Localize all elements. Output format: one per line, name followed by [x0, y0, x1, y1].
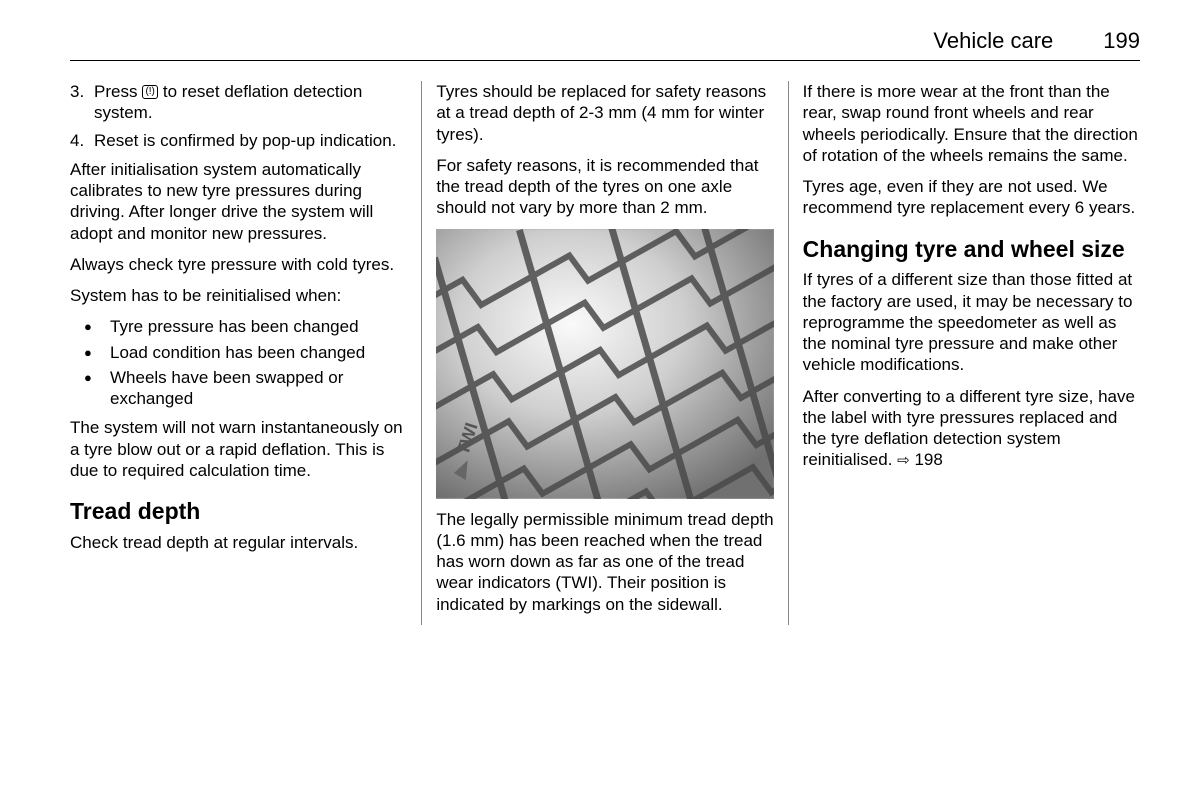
reinit-bullets: Tyre pressure has been changed Load cond…	[70, 316, 407, 409]
step-4-text: Reset is confirmed by pop-up indication.	[94, 131, 396, 150]
paragraph-axle-variance: For safety reasons, it is recommended th…	[436, 155, 773, 219]
column-3: If there is more wear at the front than …	[789, 81, 1140, 625]
heading-tread-depth: Tread depth	[70, 497, 407, 526]
column-1: 3. Press (!) to reset deflation detectio…	[70, 81, 421, 625]
numbered-steps: 3. Press (!) to reset deflation detectio…	[70, 81, 407, 151]
step-4-number: 4.	[70, 130, 84, 151]
converting-text: After converting to a different tyre siz…	[803, 387, 1135, 470]
step-3-number: 3.	[70, 81, 84, 102]
bullet-load-changed: Load condition has been changed	[110, 342, 407, 363]
paragraph-different-size: If tyres of a different size than those …	[803, 269, 1140, 375]
page-container: Vehicle care 199 3. Press (!) to reset d…	[0, 0, 1200, 655]
tyre-svg: TWI	[436, 229, 773, 499]
paragraph-twi: The legally permissible minimum tread de…	[436, 509, 773, 615]
cross-reference-icon: ⇨	[897, 452, 910, 471]
content-columns: 3. Press (!) to reset deflation detectio…	[70, 81, 1140, 625]
column-2: Tyres should be replaced for safety reas…	[422, 81, 787, 625]
step-3-text-prefix: Press	[94, 82, 142, 101]
bullet-pressure-changed: Tyre pressure has been changed	[110, 316, 407, 337]
paragraph-tyre-age: Tyres age, even if they are not used. We…	[803, 176, 1140, 219]
paragraph-swap-wheels: If there is more wear at the front than …	[803, 81, 1140, 166]
bullet-wheels-swapped: Wheels have been swapped or exchanged	[110, 367, 407, 410]
paragraph-after-converting: After converting to a different tyre siz…	[803, 386, 1140, 472]
cross-reference-page: 198	[914, 450, 942, 469]
paragraph-warning-delay: The system will not warn instantaneously…	[70, 417, 407, 481]
step-4: 4. Reset is confirmed by pop-up indicati…	[94, 130, 407, 151]
page-header: Vehicle care 199	[70, 28, 1140, 61]
paragraph-cold-tyres: Always check tyre pressure with cold tyr…	[70, 254, 407, 275]
section-title: Vehicle care	[933, 28, 1053, 54]
tyre-pressure-icon: (!)	[142, 85, 158, 99]
paragraph-check-tread: Check tread depth at regular intervals.	[70, 532, 407, 553]
paragraph-reinit: System has to be reinitialised when:	[70, 285, 407, 306]
paragraph-replace-depth: Tyres should be replaced for safety reas…	[436, 81, 773, 145]
paragraph-calibration: After initialisation system automaticall…	[70, 159, 407, 244]
tyre-tread-illustration: TWI	[436, 229, 773, 499]
step-3: 3. Press (!) to reset deflation detectio…	[94, 81, 407, 124]
page-number: 199	[1103, 28, 1140, 54]
heading-changing-size: Changing tyre and wheel size	[803, 235, 1140, 264]
